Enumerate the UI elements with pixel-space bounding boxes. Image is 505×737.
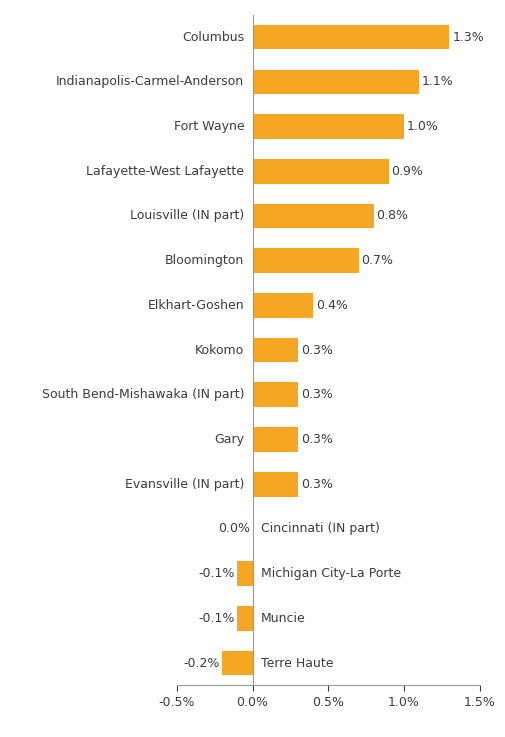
- Text: Elkhart-Goshen: Elkhart-Goshen: [147, 299, 244, 312]
- Text: 0.0%: 0.0%: [218, 523, 250, 535]
- Text: 0.3%: 0.3%: [300, 388, 333, 401]
- Text: Columbus: Columbus: [182, 31, 244, 43]
- Text: South Bend-Mishawaka (IN part): South Bend-Mishawaka (IN part): [42, 388, 244, 401]
- Bar: [252, 69, 419, 94]
- Bar: [252, 427, 298, 452]
- Text: -0.2%: -0.2%: [183, 657, 220, 669]
- Text: Cincinnati (IN part): Cincinnati (IN part): [261, 523, 380, 535]
- Bar: [222, 651, 252, 675]
- Bar: [237, 562, 252, 586]
- Text: 0.8%: 0.8%: [376, 209, 409, 223]
- Bar: [252, 203, 374, 228]
- Bar: [252, 114, 404, 139]
- Bar: [252, 383, 298, 407]
- Text: Muncie: Muncie: [261, 612, 306, 625]
- Text: Kokomo: Kokomo: [195, 343, 244, 357]
- Text: 0.7%: 0.7%: [361, 254, 393, 267]
- Text: 0.3%: 0.3%: [300, 478, 333, 491]
- Text: 1.3%: 1.3%: [452, 31, 484, 43]
- Text: Louisville (IN part): Louisville (IN part): [130, 209, 244, 223]
- Text: 0.9%: 0.9%: [391, 165, 424, 178]
- Bar: [237, 606, 252, 631]
- Bar: [252, 159, 389, 184]
- Text: Indianapolis-Carmel-Anderson: Indianapolis-Carmel-Anderson: [56, 75, 244, 88]
- Text: Evansville (IN part): Evansville (IN part): [125, 478, 244, 491]
- Text: Bloomington: Bloomington: [165, 254, 244, 267]
- Text: Lafayette-West Lafayette: Lafayette-West Lafayette: [86, 165, 244, 178]
- Text: -0.1%: -0.1%: [198, 612, 235, 625]
- Text: 1.1%: 1.1%: [422, 75, 453, 88]
- Text: 0.4%: 0.4%: [316, 299, 348, 312]
- Bar: [252, 293, 313, 318]
- Bar: [252, 25, 449, 49]
- Text: Gary: Gary: [214, 433, 244, 446]
- Text: 0.3%: 0.3%: [300, 343, 333, 357]
- Text: 0.3%: 0.3%: [300, 433, 333, 446]
- Text: Fort Wayne: Fort Wayne: [174, 120, 244, 133]
- Bar: [252, 338, 298, 363]
- Text: Terre Haute: Terre Haute: [261, 657, 333, 669]
- Text: 1.0%: 1.0%: [407, 120, 439, 133]
- Bar: [252, 472, 298, 497]
- Bar: [252, 248, 359, 273]
- Text: Michigan City-La Porte: Michigan City-La Porte: [261, 567, 401, 580]
- Text: -0.1%: -0.1%: [198, 567, 235, 580]
